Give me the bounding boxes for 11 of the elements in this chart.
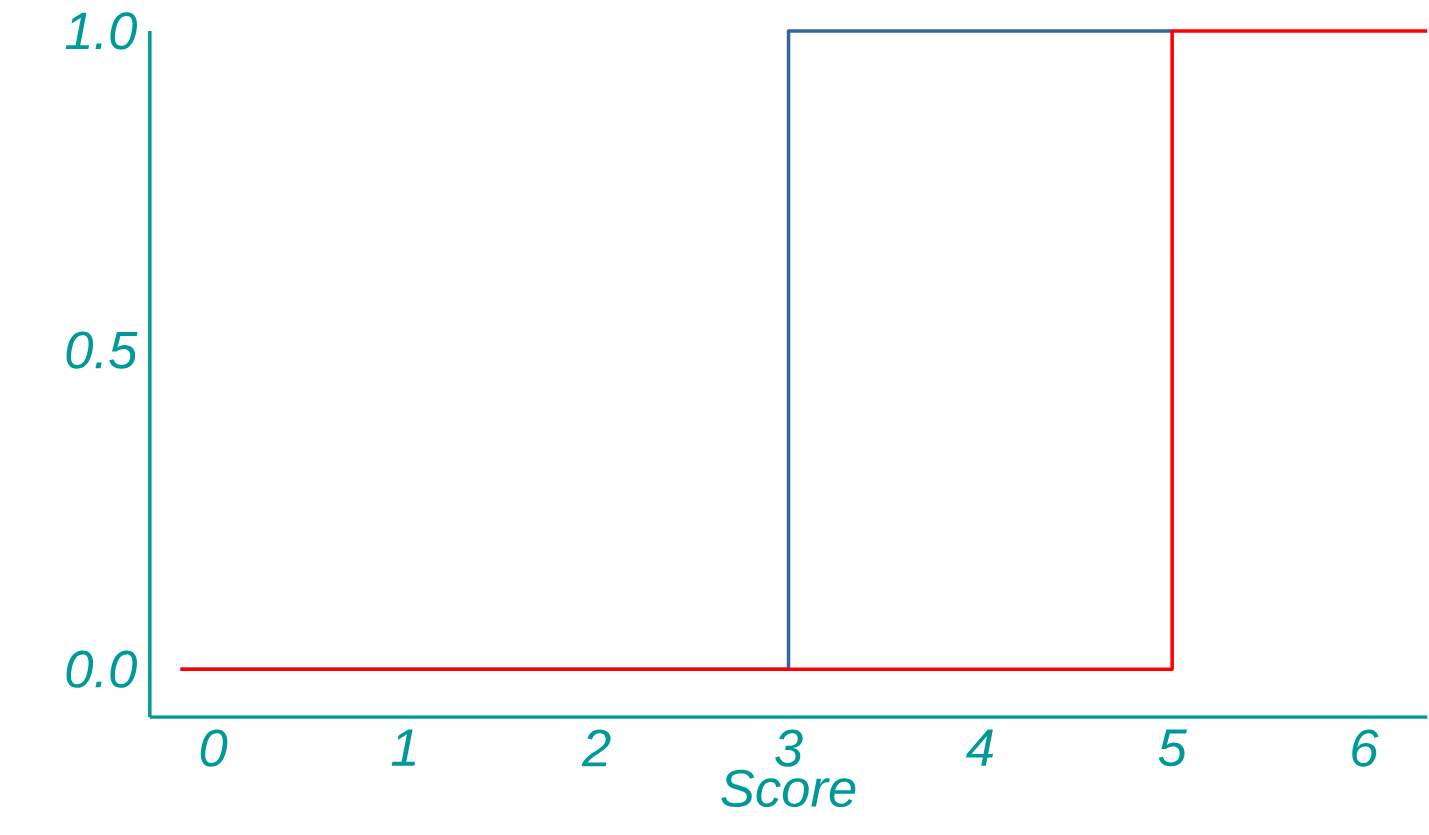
x-tick-label: 3 (775, 729, 803, 767)
x-axis-title: Score (721, 769, 856, 808)
x-tick-label: 4 (966, 729, 994, 766)
x-tick-label: 2 (581, 729, 611, 767)
x-tick-label: 6 (1352, 729, 1379, 767)
x-tick-label: 0 (200, 729, 228, 767)
y-tick-label: 1.0 (65, 12, 137, 50)
y-tick-label: 0.5 (66, 331, 138, 369)
y-tick-label: 0.0 (66, 650, 137, 688)
x-tick-label: 1 (391, 729, 416, 766)
x-tick-label: 5 (1158, 729, 1187, 767)
